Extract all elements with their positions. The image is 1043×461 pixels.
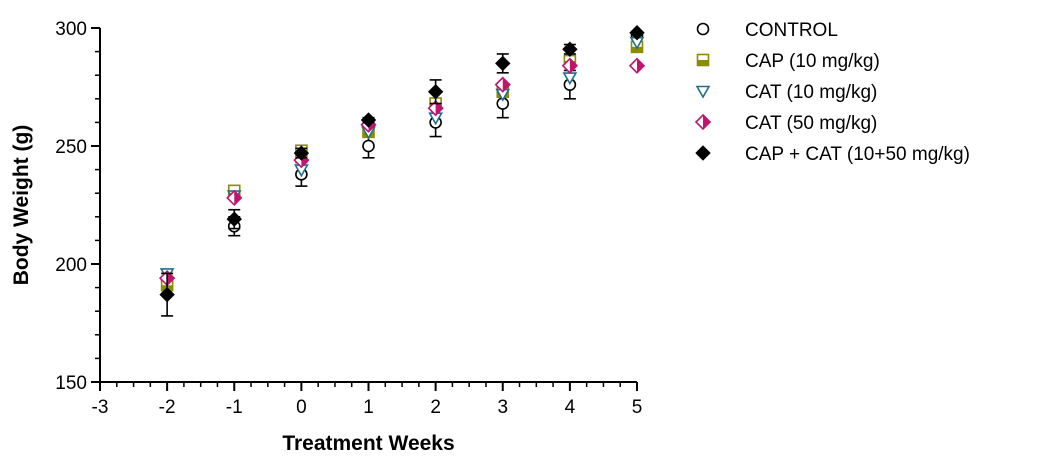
y-tick-label: 250 xyxy=(55,137,87,158)
x-tick-label: 3 xyxy=(497,397,508,418)
x-tick-label: -2 xyxy=(159,397,176,418)
legend-label: CONTROL xyxy=(745,20,838,41)
legend-marker xyxy=(696,22,710,36)
series-4 xyxy=(159,25,645,317)
data-point xyxy=(427,100,444,117)
data-point xyxy=(226,211,242,227)
x-tick-label: -3 xyxy=(92,397,109,418)
legend-marker xyxy=(695,85,711,99)
y-axis-title: Body Weight (g) xyxy=(10,125,33,286)
legend-item: CAT (50 mg/kg) xyxy=(694,113,877,134)
data-point xyxy=(159,286,175,303)
legend-marker xyxy=(694,113,712,131)
legend-item: CAP (10 mg/kg) xyxy=(696,51,880,72)
legend-item: CAT (10 mg/kg) xyxy=(695,82,877,103)
data-point xyxy=(360,112,377,128)
legend-marker xyxy=(696,53,710,67)
y-tick-label: 300 xyxy=(55,19,87,40)
x-tick-label: 4 xyxy=(565,397,576,418)
legend-label: CAT (50 mg/kg) xyxy=(745,113,877,134)
y-tick-label: 200 xyxy=(55,255,87,276)
data-point xyxy=(629,25,645,41)
legend: CONTROL CAP (10 mg/kg) CAT (10 mg/kg) CAT (… xyxy=(694,20,970,165)
data-point xyxy=(562,41,578,57)
legend-label: CAP (10 mg/kg) xyxy=(745,51,880,72)
x-tick-label: 5 xyxy=(632,397,643,418)
data-point xyxy=(628,57,646,74)
data-point xyxy=(494,76,511,93)
data-point xyxy=(561,57,579,74)
y-tick-label: 150 xyxy=(55,373,87,394)
x-axis-title: Treatment Weeks xyxy=(282,432,454,455)
data-point xyxy=(293,145,310,161)
data-point xyxy=(362,139,375,153)
data-point xyxy=(495,55,511,72)
x-tick-label: 2 xyxy=(430,397,441,418)
legend-item: CAP + CAT (10+50 mg/kg) xyxy=(695,144,970,165)
series-3 xyxy=(158,57,646,287)
x-tick-label: -1 xyxy=(226,397,243,418)
legend-label: CAP + CAT (10+50 mg/kg) xyxy=(745,144,970,165)
x-tick-label: 0 xyxy=(296,397,307,418)
legend-item: CONTROL xyxy=(696,20,838,41)
legend-marker xyxy=(695,145,711,161)
data-point xyxy=(427,84,444,100)
data-point xyxy=(226,189,243,207)
x-tick-label: 1 xyxy=(363,397,374,418)
series-2 xyxy=(159,36,645,282)
legend-label: CAT (10 mg/kg) xyxy=(745,82,877,103)
